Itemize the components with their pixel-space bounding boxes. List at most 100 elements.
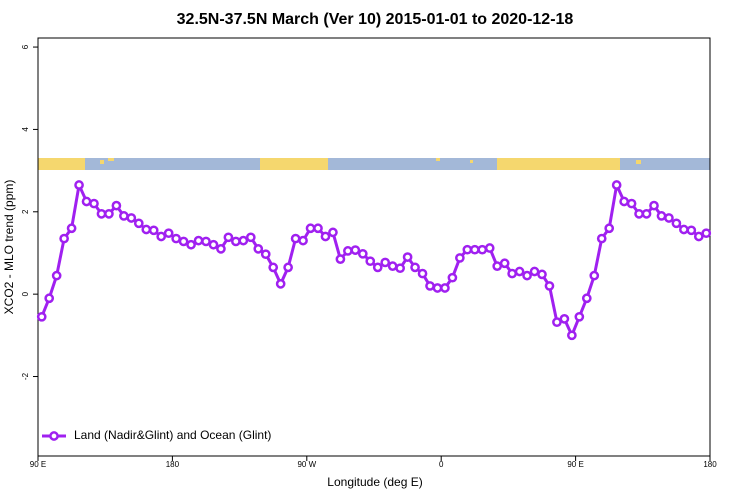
point bbox=[380, 257, 391, 268]
point bbox=[484, 243, 495, 253]
x-tick-label: 180 bbox=[703, 460, 717, 469]
y-tick-label: 4 bbox=[21, 127, 30, 132]
point bbox=[559, 314, 570, 324]
point bbox=[552, 317, 562, 328]
point bbox=[298, 235, 308, 246]
point bbox=[260, 249, 271, 260]
point bbox=[133, 218, 144, 229]
point bbox=[305, 223, 316, 234]
point bbox=[223, 232, 234, 243]
point bbox=[477, 244, 488, 255]
point bbox=[320, 231, 331, 242]
point bbox=[492, 261, 503, 271]
point bbox=[522, 270, 532, 281]
point bbox=[671, 218, 682, 229]
point bbox=[499, 258, 510, 269]
point bbox=[664, 213, 674, 223]
point bbox=[567, 330, 577, 341]
x-tick-label: 0 bbox=[439, 460, 444, 469]
x-tick-label: 90 E bbox=[30, 460, 46, 469]
surface-strip bbox=[38, 158, 710, 170]
point bbox=[186, 239, 196, 250]
point bbox=[469, 244, 480, 255]
point bbox=[313, 223, 323, 234]
point bbox=[335, 254, 346, 264]
point bbox=[201, 236, 211, 247]
point bbox=[268, 262, 279, 273]
point bbox=[544, 281, 555, 291]
point bbox=[634, 208, 644, 219]
point bbox=[238, 235, 249, 246]
point bbox=[641, 208, 652, 219]
point bbox=[410, 262, 420, 273]
point bbox=[619, 196, 629, 207]
point bbox=[604, 223, 615, 234]
y-tick-label: 6 bbox=[21, 44, 30, 49]
point bbox=[66, 223, 77, 234]
point bbox=[395, 263, 405, 274]
point bbox=[507, 268, 517, 279]
point bbox=[36, 311, 47, 322]
point bbox=[455, 253, 465, 263]
point bbox=[372, 262, 383, 273]
point bbox=[231, 236, 241, 247]
point bbox=[447, 272, 458, 283]
plot-frame bbox=[37, 37, 711, 457]
point bbox=[44, 293, 55, 304]
point bbox=[81, 196, 92, 207]
point bbox=[357, 248, 368, 259]
x-axis-title: Longitude (deg E) bbox=[327, 475, 422, 489]
legend-marker bbox=[49, 431, 59, 441]
point bbox=[104, 208, 114, 219]
point bbox=[626, 198, 637, 209]
point bbox=[701, 228, 712, 239]
y-tick-label: -2 bbox=[21, 372, 30, 380]
point bbox=[589, 270, 600, 281]
point bbox=[432, 283, 443, 293]
point bbox=[74, 180, 84, 190]
point bbox=[141, 224, 152, 235]
y-tick-label: 0 bbox=[21, 291, 30, 296]
point bbox=[440, 283, 450, 293]
chart-title: 32.5N-37.5N March (Ver 10) 2015-01-01 to… bbox=[177, 11, 574, 28]
point bbox=[350, 245, 361, 255]
point bbox=[679, 224, 689, 235]
point bbox=[156, 231, 167, 242]
point bbox=[462, 244, 473, 255]
point bbox=[686, 225, 697, 236]
point bbox=[283, 262, 293, 273]
point bbox=[574, 311, 585, 322]
point bbox=[119, 211, 129, 221]
point bbox=[402, 252, 413, 262]
legend-label: Land (Nadir&Glint) and Ocean (Glint) bbox=[74, 428, 271, 442]
point bbox=[581, 293, 592, 304]
x-tick-label: 90 E bbox=[567, 460, 583, 469]
point bbox=[425, 281, 435, 291]
point bbox=[96, 208, 107, 219]
point bbox=[537, 269, 547, 280]
point bbox=[163, 228, 174, 239]
point bbox=[343, 246, 353, 256]
point bbox=[178, 236, 189, 247]
point bbox=[216, 244, 226, 254]
point bbox=[596, 233, 607, 244]
point bbox=[387, 261, 398, 271]
point bbox=[171, 233, 181, 244]
point bbox=[89, 198, 99, 209]
point bbox=[514, 266, 525, 277]
point bbox=[365, 256, 376, 267]
x-tick-label: 180 bbox=[166, 460, 180, 469]
point bbox=[611, 180, 622, 190]
point bbox=[126, 213, 137, 223]
point bbox=[290, 233, 301, 244]
point bbox=[649, 200, 659, 211]
point bbox=[693, 231, 704, 242]
y-tick-label: 2 bbox=[21, 209, 30, 214]
x-tick-label: 90 W bbox=[297, 460, 316, 469]
y-axis-title: XCO2 - MLO trend (ppm) bbox=[2, 180, 16, 315]
point bbox=[51, 270, 62, 281]
point bbox=[148, 225, 159, 236]
point bbox=[59, 233, 69, 244]
point bbox=[417, 268, 428, 279]
